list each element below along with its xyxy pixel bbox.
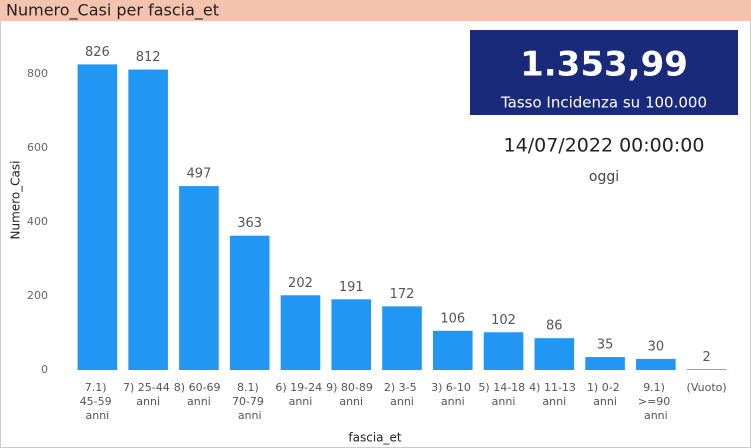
bar: [280, 295, 321, 370]
x-axis-title: fascia_et: [348, 431, 401, 445]
x-tick-label: (Vuoto): [687, 381, 727, 394]
x-tick-label: 1) 0-2 anni: [587, 381, 623, 408]
x-tick-label: 2) 3-5 anni: [384, 381, 420, 408]
x-tick-label: 9.1) >=90 anni: [638, 381, 674, 422]
y-tick-label: 0: [41, 363, 48, 376]
bar: [229, 235, 270, 370]
data-label: 202: [288, 276, 313, 291]
y-tick-label: 400: [27, 215, 48, 228]
x-tick-label: 4) 11-13 anni: [529, 381, 579, 408]
data-label: 363: [237, 216, 262, 231]
data-label: 102: [491, 313, 516, 328]
kpi-label: Tasso Incidenza su 100.000: [500, 94, 707, 112]
data-label: 2: [702, 350, 710, 365]
x-tick-label: 7.1) 45-59 anni: [80, 381, 115, 422]
x-tick-label: 8) 60-69 anni: [174, 381, 224, 408]
data-label: 30: [648, 339, 665, 354]
kpi-card: [470, 30, 738, 115]
data-label: 826: [85, 45, 110, 60]
y-tick-label: 600: [27, 141, 48, 154]
y-axis-title: Numero_Casi: [9, 161, 23, 240]
bar: [128, 69, 168, 370]
x-tick-label: 9) 80-89 anni: [326, 381, 376, 408]
bar: [636, 358, 676, 370]
x-tick-label: 7) 25-44 anni: [123, 381, 173, 408]
data-label: 86: [546, 319, 563, 334]
chart-title: Numero_Casi per fascia_et: [6, 1, 219, 21]
data-label: 191: [339, 280, 364, 295]
x-tick-label: 5) 14-18 anni: [478, 381, 528, 408]
kpi-value: 1.353,99: [520, 45, 688, 85]
bar: [432, 330, 473, 370]
data-label: 812: [136, 50, 161, 65]
bar: [534, 338, 575, 370]
bar: [585, 357, 625, 370]
data-label: 497: [187, 167, 212, 182]
date-value: 14/07/2022 00:00:00: [504, 135, 705, 157]
title-bar: [0, 0, 751, 21]
x-tick-label: 8.1) 70-79 anni: [232, 381, 267, 422]
data-label: 106: [440, 311, 465, 326]
date-label: oggi: [589, 169, 619, 185]
y-tick-label: 200: [27, 289, 48, 302]
bar: [686, 369, 727, 370]
bar: [179, 186, 219, 370]
data-label: 172: [390, 287, 415, 302]
bar: [483, 332, 524, 370]
bar: [382, 306, 422, 370]
x-tick-label: 6) 19-24 anni: [275, 381, 325, 408]
x-tick-label: 3) 6-10 anni: [431, 381, 474, 408]
bar: [331, 299, 372, 370]
data-label: 35: [597, 338, 614, 353]
y-tick-label: 800: [27, 67, 48, 80]
bar: [77, 64, 118, 370]
